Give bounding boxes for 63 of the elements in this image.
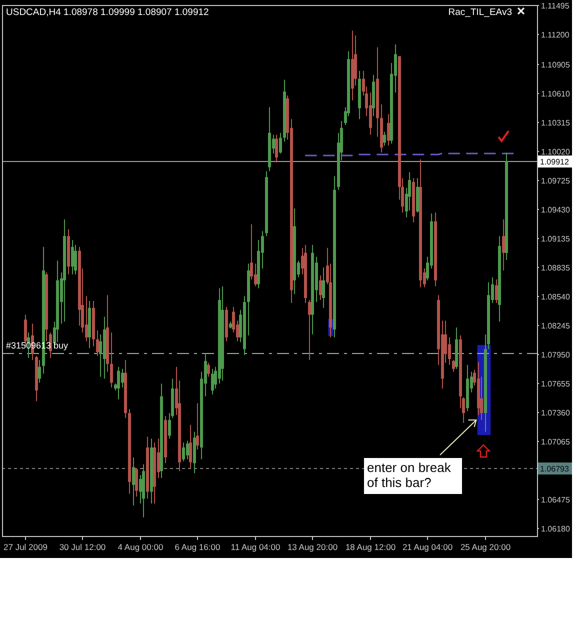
candlestick: [495, 278, 498, 304]
y-tick-label: 1.06475: [541, 495, 570, 504]
y-tick-label: 1.07655: [541, 379, 570, 388]
candlestick: [308, 300, 311, 360]
candlestick: [279, 132, 282, 154]
y-tick-label: 1.07360: [541, 408, 570, 418]
candlestick: [139, 474, 142, 504]
candlestick: [211, 368, 214, 395]
candlestick: [322, 267, 325, 308]
annotation: enter on break of this bar?: [367, 460, 452, 490]
y-tick-label: 1.08835: [541, 263, 570, 272]
candlestick: [452, 359, 455, 372]
y-tick-label: 1.11200: [541, 30, 570, 40]
candlestick: [196, 402, 199, 450]
candlestick: [275, 134, 278, 163]
y-tick-label: 1.06180: [541, 524, 570, 534]
y-tick-label: 1.09430: [541, 205, 570, 214]
x-tick-label: 6 Aug 16:00: [174, 542, 220, 552]
candlestick: [38, 359, 41, 384]
y-tick-label: 1.07065: [541, 437, 570, 446]
x-tick-label: 21 Aug 04:00: [402, 542, 453, 552]
chart-title: USDCAD,H4 1.08978 1.09999 1.08907 1.09912: [6, 7, 209, 18]
y-tick-label: 1.10610: [541, 89, 570, 98]
y-tick-label: 1.11495: [541, 1, 570, 10]
candlestick: [71, 240, 74, 275]
y-tick-label: 1.08540: [541, 292, 570, 302]
x-tick-label: 11 Aug 04:00: [230, 542, 281, 552]
candlestick: [117, 366, 120, 400]
candlestick: [186, 440, 189, 460]
y-tick-label: 1.09725: [541, 176, 570, 186]
x-tick-label: 4 Aug 00:00: [118, 542, 164, 552]
y-tick-label: 1.10020: [541, 147, 570, 156]
y-tick-label: 1.08245: [541, 321, 570, 330]
ref-line-label: 1.06793: [540, 464, 570, 474]
x-tick-label: 30 Jul 12:00: [59, 542, 106, 552]
candlestick: [110, 332, 113, 388]
candlestick: [189, 424, 192, 469]
y-tick-label: 1.07950: [541, 350, 570, 360]
candlestick: [383, 131, 386, 146]
candlestick: [121, 368, 124, 388]
x-tick-label: 25 Aug 20:00: [460, 542, 511, 552]
candlestick: [85, 296, 88, 342]
x-tick-label: 27 Jul 2009: [4, 542, 48, 552]
candlestick: [254, 263, 257, 287]
candlestick: [99, 334, 102, 378]
candlestick: [74, 244, 77, 275]
candlestick: [369, 92, 372, 136]
candlestick: [319, 274, 322, 300]
candlestick: [502, 218, 505, 271]
x-tick-label: 18 Aug 12:00: [345, 542, 396, 552]
x-tick-label: 13 Aug 20:00: [287, 542, 338, 552]
y-tick-label: 1.09135: [541, 234, 570, 244]
candlestick: [448, 336, 451, 366]
annotation: Rac_TIL_EAv3: [448, 7, 512, 18]
y-tick-label: 1.10905: [541, 60, 570, 70]
candlestick: [182, 442, 185, 462]
candlestick: [207, 362, 210, 378]
candlestick: [387, 114, 390, 146]
candlestick: [132, 456, 135, 506]
y-tick-label: 1.10315: [541, 118, 570, 128]
candlestick: [135, 468, 138, 498]
ref-line-label: 1.09912: [540, 157, 570, 166]
candlestick: [96, 330, 99, 357]
